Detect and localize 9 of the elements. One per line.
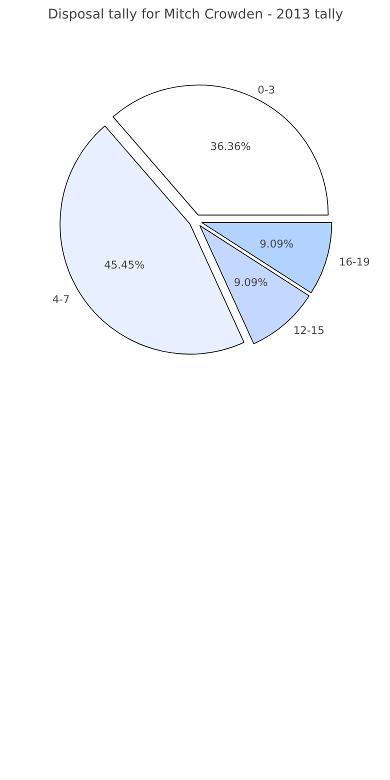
data-label: 9.09% xyxy=(260,237,294,250)
slice-label: 0-3 xyxy=(258,83,276,96)
data-label: 9.09% xyxy=(234,276,268,289)
slice-label: 12-15 xyxy=(293,324,324,337)
data-label: 36.36% xyxy=(210,140,251,154)
slice-label: 16-19 xyxy=(338,255,370,268)
data-label: 45.45% xyxy=(104,258,145,272)
slice-label: 4-7 xyxy=(52,292,70,306)
chart-title: Disposal tally for Mitch Crowden - 2013 tally xyxy=(48,8,344,22)
